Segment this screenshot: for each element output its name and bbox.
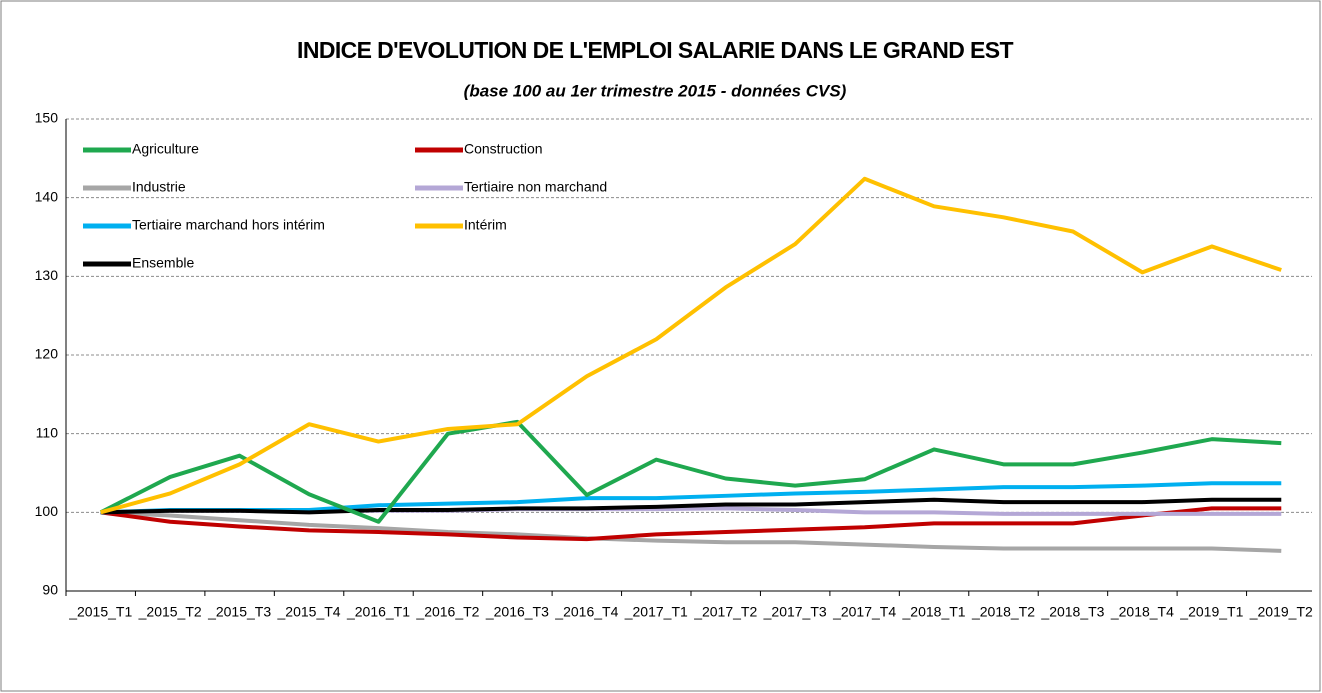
x-tick-label: _2015_T3 [207,604,271,620]
y-tick-label: 110 [36,424,59,440]
legend-label: Industrie [132,179,186,195]
y-tick-label: 100 [35,503,59,519]
x-tick-label: _2017_T2 [693,604,757,620]
line-series [99,419,1282,524]
chart-subtitle: (base 100 au 1er trimestre 2015 - donnée… [464,81,847,100]
legend-label: Agriculture [132,141,199,157]
x-tick-label: _2019_T1 [1179,604,1243,620]
x-tick-label: _2017_T1 [624,604,688,620]
chart-title: INDICE D'EVOLUTION DE L'EMPLOI SALARIE D… [297,37,1013,63]
line-series [100,481,1282,515]
legend-label: Tertiaire marchand hors intérim [132,217,325,233]
legend-label: Intérim [464,217,507,233]
y-tick-label: 150 [35,110,59,126]
line-series [100,506,1282,542]
x-tick-label: _2018_T4 [1110,604,1174,620]
x-tick-label: _2017_T3 [763,604,827,620]
y-tick-label: 130 [35,267,59,283]
line-series [100,510,1282,553]
y-tick-label: 120 [35,346,59,362]
legend-label: Construction [464,141,543,157]
x-tick-label: _2018_T1 [902,604,966,620]
x-tick-label: _2015_T4 [277,604,341,620]
x-tick-label: _2016_T2 [415,604,479,620]
legend-label: Tertiaire non marchand [464,179,607,195]
x-tick-label: _2015_T2 [138,604,202,620]
line-series [100,497,1282,515]
x-tick-label: _2016_T4 [554,604,618,620]
y-tick-label: 140 [35,188,59,204]
x-tick-label: _2015_T1 [68,604,132,620]
line-series [100,176,1282,515]
legend-label: Ensemble [132,255,194,271]
x-tick-label: _2019_T2 [1249,604,1313,620]
x-tick-label: _2016_T3 [485,604,549,620]
x-tick-label: _2016_T1 [346,604,410,620]
y-tick-label: 90 [42,582,58,598]
x-tick-label: _2018_T2 [971,604,1035,620]
x-tick-label: _2017_T4 [832,604,896,620]
x-tick-label: _2018_T3 [1040,604,1104,620]
